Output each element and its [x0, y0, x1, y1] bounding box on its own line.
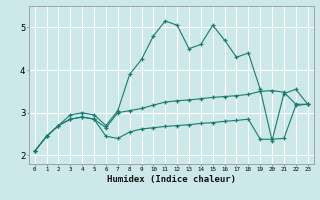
- X-axis label: Humidex (Indice chaleur): Humidex (Indice chaleur): [107, 175, 236, 184]
